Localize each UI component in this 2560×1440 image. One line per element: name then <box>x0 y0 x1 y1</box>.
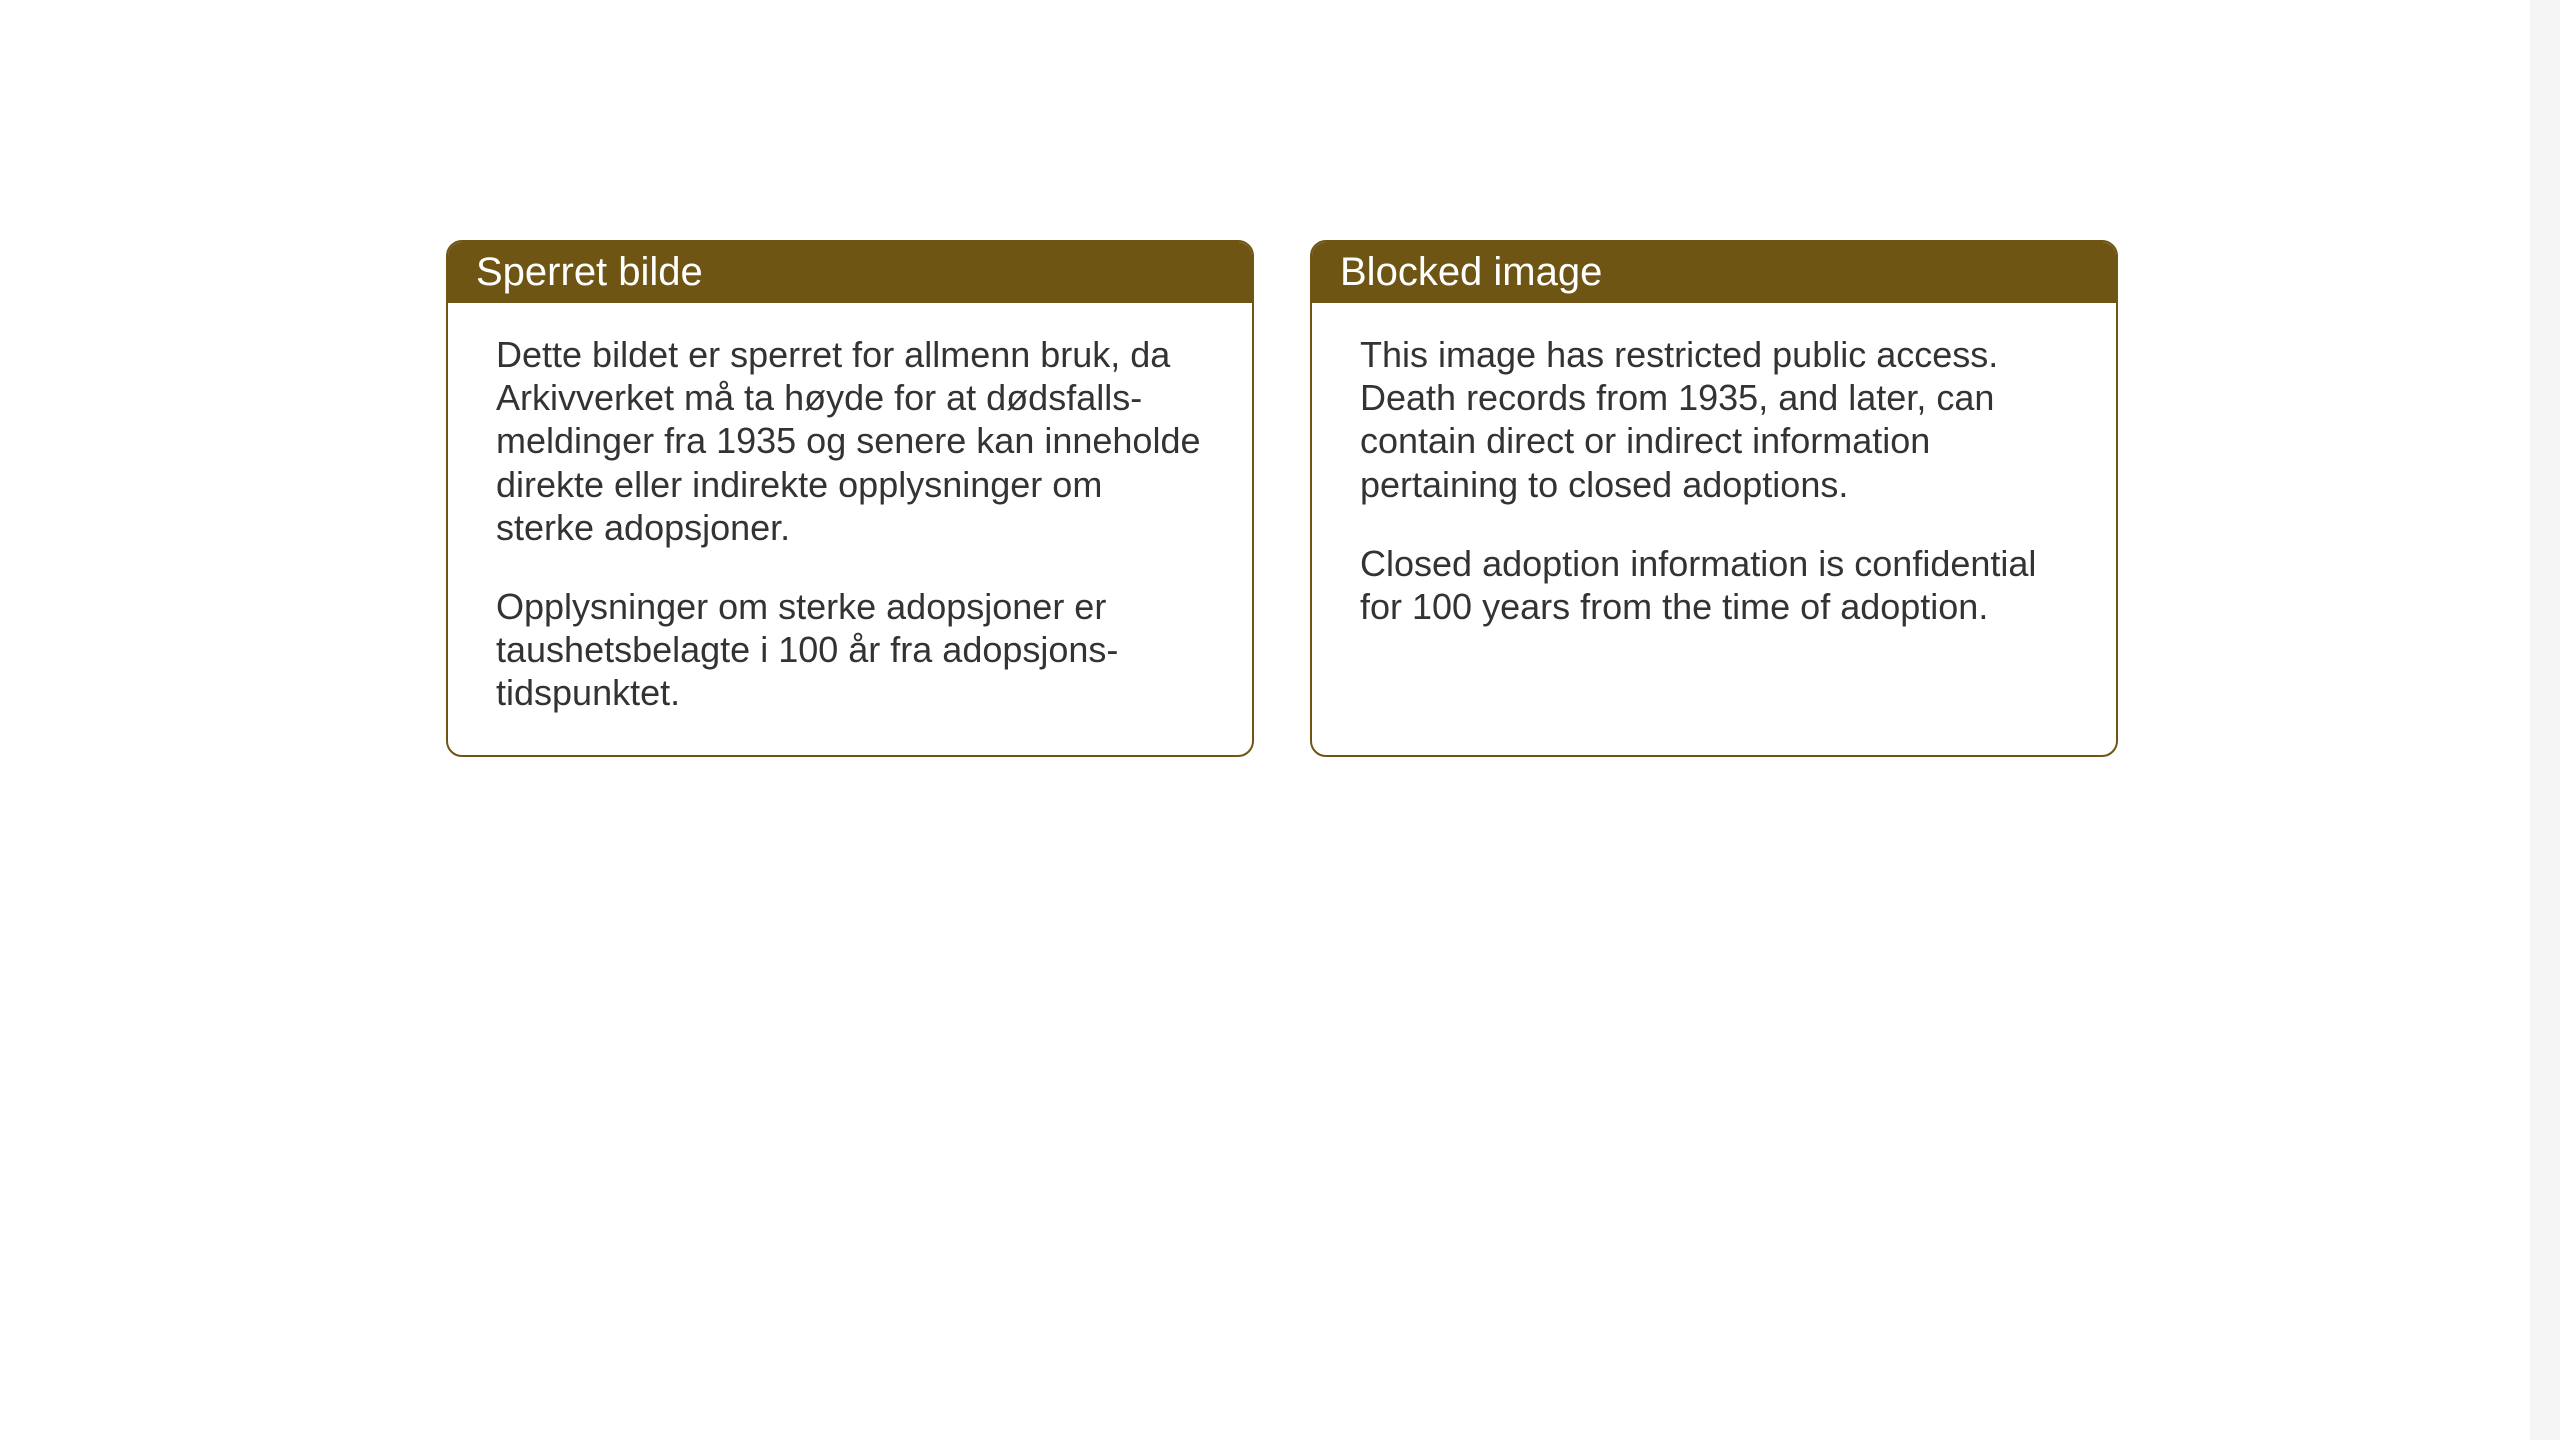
notice-body-english: This image has restricted public access.… <box>1312 303 2116 668</box>
notice-box-norwegian: Sperret bilde Dette bildet er sperret fo… <box>446 240 1254 757</box>
notice-header-english: Blocked image <box>1312 242 2116 303</box>
notice-header-norwegian: Sperret bilde <box>448 242 1252 303</box>
notice-box-english: Blocked image This image has restricted … <box>1310 240 2118 757</box>
notice-paragraph: Closed adoption information is confident… <box>1360 542 2068 628</box>
notice-body-norwegian: Dette bildet er sperret for allmenn bruk… <box>448 303 1252 755</box>
notice-paragraph: Dette bildet er sperret for allmenn bruk… <box>496 333 1204 549</box>
notice-paragraph: Opplysninger om sterke adopsjoner er tau… <box>496 585 1204 715</box>
notice-container: Sperret bilde Dette bildet er sperret fo… <box>446 240 2118 757</box>
scrollbar-track[interactable] <box>2530 0 2560 1440</box>
notice-paragraph: This image has restricted public access.… <box>1360 333 2068 506</box>
